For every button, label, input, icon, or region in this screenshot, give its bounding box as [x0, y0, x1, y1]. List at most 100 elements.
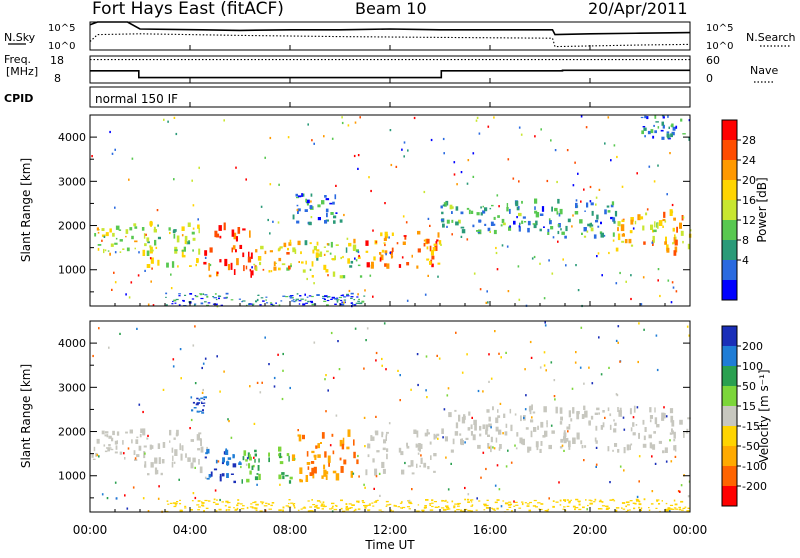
heatmap-cell	[278, 474, 282, 480]
heatmap-speckle	[128, 178, 130, 181]
heatmap-speckle	[619, 465, 622, 468]
power-colorbar-label: Power [dB]	[755, 177, 769, 242]
heatmap-cell	[601, 501, 604, 503]
heatmap-cell	[224, 505, 227, 507]
heatmap-cell	[375, 432, 379, 436]
heatmap-speckle	[604, 416, 606, 419]
heatmap-cell	[456, 509, 460, 511]
heatmap-cell	[650, 503, 654, 505]
heatmap-speckle	[179, 348, 182, 351]
heatmap-speckle	[293, 458, 296, 461]
heatmap-cell	[214, 293, 217, 295]
heatmap-cell	[470, 505, 473, 507]
heatmap-cell	[334, 303, 337, 305]
heatmap-speckle	[364, 486, 366, 489]
heatmap-speckle	[478, 132, 481, 135]
heatmap-speckle	[246, 457, 249, 460]
heatmap-speckle	[630, 274, 632, 277]
heatmap-cell	[478, 229, 482, 235]
heatmap-speckle	[595, 463, 598, 466]
heatmap-cell	[144, 461, 147, 465]
heatmap-cell	[602, 410, 605, 413]
heatmap-cell	[385, 433, 388, 436]
heatmap-cell	[323, 298, 326, 300]
heatmap-speckle	[610, 159, 612, 162]
heatmap-speckle	[277, 353, 279, 356]
heatmap-cell	[437, 262, 441, 265]
heatmap-cell	[365, 250, 369, 253]
velocity-heatmap-cells	[91, 321, 691, 513]
heatmap-cell	[519, 222, 521, 226]
heatmap-cell	[275, 302, 277, 304]
colorbar-segment	[722, 466, 737, 487]
heatmap-cell	[273, 261, 276, 267]
heatmap-cell	[131, 235, 134, 240]
heatmap-speckle	[580, 115, 583, 118]
heatmap-cell	[411, 254, 413, 258]
heatmap-cell	[217, 295, 221, 297]
heatmap-cell	[301, 193, 303, 197]
heatmap-speckle	[556, 180, 558, 184]
x-tick-label: 00:00	[73, 523, 108, 537]
heatmap-speckle	[416, 353, 419, 356]
heatmap-speckle	[577, 172, 579, 175]
heatmap-cell	[267, 503, 270, 505]
heatmap-speckle	[158, 485, 160, 488]
heatmap-speckle	[147, 434, 149, 437]
heatmap-cell	[249, 456, 252, 461]
heatmap-cell	[482, 424, 485, 430]
heatmap-cell	[566, 505, 570, 507]
heatmap-cell	[615, 507, 620, 509]
heatmap-speckle	[297, 429, 299, 432]
heatmap-cell	[676, 226, 678, 233]
heatmap-cell	[125, 229, 128, 234]
heatmap-cell	[449, 204, 453, 210]
heatmap-cell	[356, 296, 359, 298]
heatmap-cell	[624, 239, 628, 244]
heatmap-cell	[178, 293, 181, 295]
heatmap-cell	[550, 226, 554, 230]
heatmap-speckle	[539, 262, 541, 265]
heatmap-cell	[327, 243, 330, 246]
heatmap-cell	[227, 264, 231, 271]
heatmap-cell	[93, 446, 96, 452]
heatmap-cell	[322, 505, 326, 508]
heatmap-cell	[357, 300, 360, 302]
heatmap-cell	[620, 224, 625, 232]
heatmap-cell	[687, 507, 690, 509]
heatmap-speckle	[642, 276, 645, 279]
heatmap-cell	[687, 417, 691, 420]
heatmap-cell	[563, 430, 566, 435]
heatmap-speckle	[335, 184, 337, 187]
heatmap-cell	[383, 237, 387, 241]
heatmap-cell	[673, 507, 677, 509]
heatmap-cell	[431, 255, 435, 260]
heatmap-speckle	[343, 213, 345, 217]
heatmap-cell	[574, 211, 579, 215]
heatmap-cell	[311, 467, 314, 475]
heatmap-speckle	[354, 121, 357, 124]
heatmap-cell	[487, 434, 490, 437]
heatmap-speckle	[589, 200, 592, 203]
heatmap-cell	[568, 500, 571, 502]
heatmap-cell	[254, 453, 257, 457]
heatmap-speckle	[498, 205, 500, 208]
heatmap-cell	[302, 193, 305, 197]
heatmap-cell	[632, 502, 635, 504]
heatmap-cell	[560, 416, 563, 421]
heatmap-cell	[633, 507, 636, 510]
heatmap-speckle	[548, 497, 550, 500]
heatmap-cell	[587, 504, 589, 507]
heatmap-speckle	[615, 339, 618, 342]
heatmap-cell	[575, 498, 579, 501]
heatmap-speckle	[420, 454, 422, 457]
heatmap-cell	[529, 446, 532, 451]
heatmap-cell	[445, 506, 450, 509]
heatmap-cell	[298, 300, 302, 302]
heatmap-cell	[672, 126, 676, 131]
heatmap-cell	[334, 297, 337, 300]
heatmap-cell	[429, 261, 432, 265]
heatmap-cell	[558, 213, 561, 217]
heatmap-cell	[671, 131, 675, 136]
heatmap-cell	[296, 220, 300, 224]
